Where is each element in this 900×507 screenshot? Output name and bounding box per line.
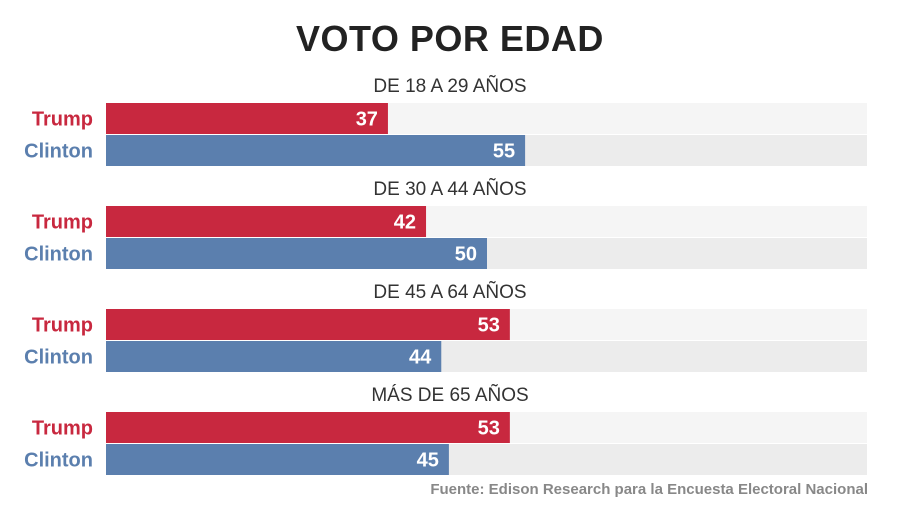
bar-clinton xyxy=(106,341,442,372)
bar-trump xyxy=(106,412,510,443)
bar-value-label: 45 xyxy=(417,450,439,472)
series-label-trump: Trump xyxy=(32,212,93,234)
bar-value-label: 53 xyxy=(478,315,500,337)
bar-value-label: 50 xyxy=(455,244,477,266)
series-label-trump: Trump xyxy=(32,418,93,440)
age-group-label: DE 45 A 64 AÑOS xyxy=(373,281,526,303)
series-label-clinton: Clinton xyxy=(24,347,93,369)
series-label-clinton: Clinton xyxy=(24,450,93,472)
bar-trump xyxy=(106,309,510,340)
bar-clinton xyxy=(106,238,487,269)
bar-clinton xyxy=(106,135,526,166)
series-label-trump: Trump xyxy=(32,315,93,337)
series-label-trump: Trump xyxy=(32,109,93,131)
age-group-label: MÁS DE 65 AÑOS xyxy=(371,384,528,406)
bar-trump xyxy=(106,103,388,134)
bar-clinton xyxy=(106,444,449,475)
age-group-label: DE 18 A 29 AÑOS xyxy=(373,75,526,97)
bar-value-label: 53 xyxy=(478,418,500,440)
chart-title: VOTO POR EDAD xyxy=(296,18,604,59)
source-note: Fuente: Edison Research para la Encuesta… xyxy=(430,481,868,498)
age-group-label: DE 30 A 44 AÑOS xyxy=(373,178,526,200)
bar-value-label: 55 xyxy=(493,141,515,163)
bar-value-label: 42 xyxy=(394,212,416,234)
bar-trump xyxy=(106,206,427,237)
bar-value-label: 37 xyxy=(356,109,378,131)
series-label-clinton: Clinton xyxy=(24,244,93,266)
bar-value-label: 44 xyxy=(409,347,432,369)
series-label-clinton: Clinton xyxy=(24,141,93,163)
